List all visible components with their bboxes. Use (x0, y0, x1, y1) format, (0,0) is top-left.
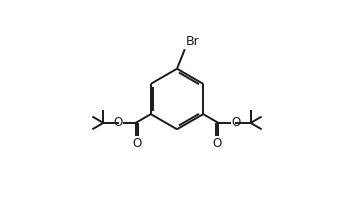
Text: O: O (113, 116, 122, 129)
Text: O: O (213, 137, 222, 149)
Text: Br: Br (186, 35, 200, 48)
Text: O: O (132, 137, 141, 149)
Text: O: O (232, 116, 241, 129)
